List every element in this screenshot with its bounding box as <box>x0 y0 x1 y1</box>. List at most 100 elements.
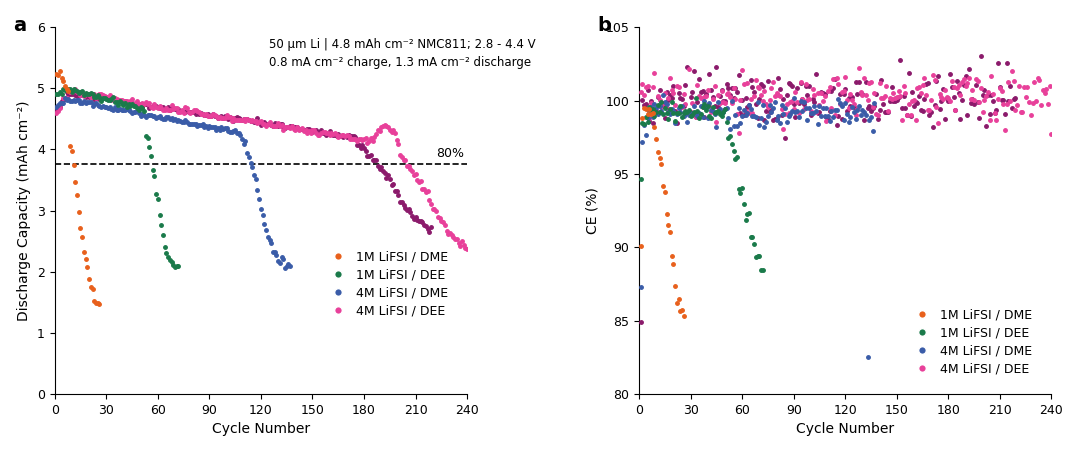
Point <box>271 120 288 128</box>
Point <box>245 117 262 125</box>
Point <box>419 226 436 233</box>
Point <box>387 187 404 194</box>
Point <box>795 98 812 106</box>
Point <box>651 154 669 162</box>
Point <box>993 96 1010 104</box>
Point <box>65 86 82 93</box>
Point <box>703 108 720 116</box>
Point <box>239 116 256 123</box>
Point <box>837 73 854 80</box>
Point <box>126 109 144 116</box>
Point <box>715 98 732 106</box>
Point <box>80 276 97 283</box>
Point <box>930 73 947 80</box>
Point <box>670 104 687 111</box>
Point <box>921 106 939 114</box>
Point <box>737 111 754 118</box>
Point <box>170 108 187 115</box>
Point <box>148 190 165 198</box>
Point <box>639 118 657 125</box>
Point <box>117 97 134 105</box>
Point <box>190 111 207 118</box>
Point <box>881 95 899 102</box>
Point <box>812 88 829 96</box>
Point <box>286 124 303 131</box>
Point <box>125 108 143 116</box>
Point <box>137 113 154 120</box>
Point <box>841 91 859 98</box>
Point <box>240 116 257 124</box>
Point <box>818 117 835 125</box>
Point <box>53 90 70 97</box>
Point <box>962 99 980 106</box>
Point <box>73 88 91 95</box>
Point <box>416 221 433 228</box>
Point <box>312 130 329 137</box>
Point <box>735 80 753 87</box>
Point <box>669 110 686 117</box>
Point <box>259 120 276 128</box>
Point <box>457 245 474 252</box>
Legend: 1M LiFSI / DME, 1M LiFSI / DEE, 4M LiFSI / DME, 4M LiFSI / DEE: 1M LiFSI / DME, 1M LiFSI / DEE, 4M LiFSI… <box>905 304 1037 381</box>
Point <box>105 93 122 101</box>
Point <box>980 92 997 99</box>
Point <box>379 123 396 130</box>
Text: b: b <box>598 16 611 35</box>
Point <box>274 126 292 134</box>
Point <box>660 222 677 229</box>
Point <box>190 109 207 116</box>
Point <box>268 123 285 130</box>
Point <box>1039 101 1056 108</box>
Point <box>895 93 913 100</box>
Point <box>318 131 335 139</box>
Point <box>103 96 120 104</box>
Point <box>211 114 228 121</box>
Point <box>248 187 266 194</box>
Point <box>648 136 665 143</box>
Point <box>140 112 158 119</box>
Point <box>129 104 146 111</box>
Point <box>308 130 325 137</box>
Point <box>244 117 261 125</box>
Point <box>437 228 455 235</box>
Point <box>837 99 854 106</box>
Point <box>375 168 392 175</box>
Point <box>228 130 245 137</box>
Point <box>349 138 366 145</box>
Point <box>878 82 895 90</box>
Point <box>210 125 227 132</box>
Point <box>113 99 131 106</box>
Point <box>698 104 715 111</box>
Point <box>50 71 67 78</box>
Point <box>864 104 881 111</box>
Point <box>753 81 770 88</box>
Point <box>407 171 424 178</box>
Point <box>733 96 751 104</box>
Point <box>446 235 463 242</box>
Point <box>422 223 440 231</box>
Point <box>168 105 186 112</box>
Point <box>1000 97 1017 105</box>
Point <box>942 70 959 77</box>
Point <box>91 103 108 110</box>
Point <box>748 114 766 121</box>
Point <box>713 87 730 95</box>
Point <box>262 240 280 247</box>
Point <box>728 89 745 96</box>
Point <box>276 264 294 271</box>
Point <box>643 110 660 117</box>
Point <box>393 154 410 161</box>
Point <box>711 99 728 106</box>
Point <box>680 107 698 114</box>
Point <box>245 118 262 125</box>
Point <box>939 94 956 101</box>
Point <box>308 127 325 134</box>
Point <box>96 93 113 100</box>
Point <box>782 98 799 105</box>
Point <box>129 97 146 104</box>
Point <box>694 103 712 111</box>
Point <box>245 171 262 178</box>
Point <box>163 104 180 111</box>
Point <box>899 112 916 119</box>
Point <box>672 308 689 315</box>
